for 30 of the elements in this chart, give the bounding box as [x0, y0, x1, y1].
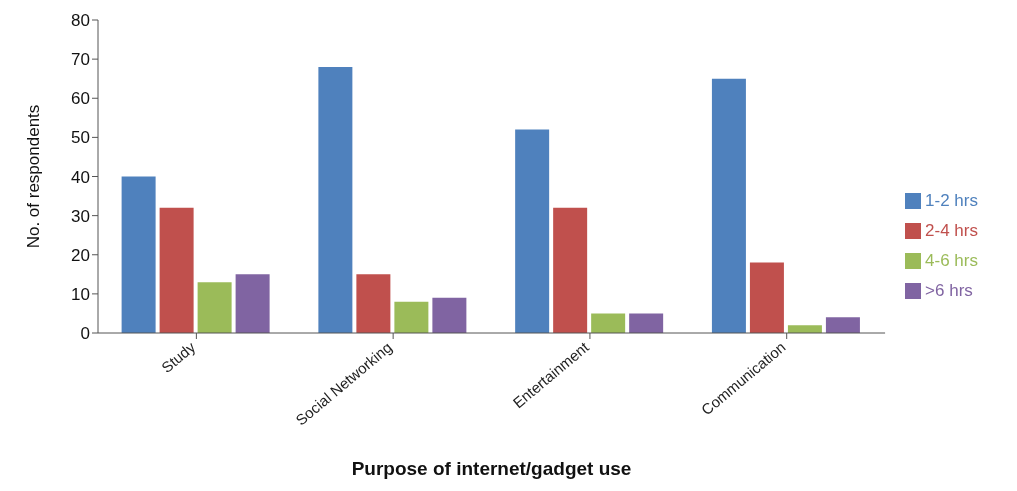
y-tick-label: 50	[71, 128, 90, 148]
bar	[394, 301, 429, 333]
bar	[749, 262, 784, 333]
bar	[711, 78, 746, 333]
legend-label: 4-6 hrs	[925, 250, 978, 270]
bar	[318, 66, 353, 333]
y-axis-title: No. of respondents	[24, 104, 44, 249]
legend-label: 2-4 hrs	[925, 220, 978, 240]
y-tick-label: 20	[71, 245, 90, 265]
x-axis-title: Purpose of internet/gadget use	[351, 458, 632, 479]
bar	[553, 207, 588, 333]
y-tick-label: 30	[71, 206, 90, 226]
y-tick-label: 10	[71, 284, 90, 304]
y-tick-label: 80	[71, 11, 90, 31]
bar	[235, 274, 270, 333]
y-tick-label: 0	[80, 324, 90, 344]
legend-label: >6 hrs	[925, 280, 973, 300]
bar	[159, 207, 194, 333]
bar	[629, 313, 664, 333]
bar	[197, 282, 232, 333]
y-tick-label: 70	[71, 50, 90, 70]
y-tick-label: 60	[71, 89, 90, 109]
bar	[515, 129, 550, 333]
bar	[591, 313, 626, 333]
bar	[121, 176, 156, 333]
bar	[825, 317, 860, 333]
bar	[356, 274, 391, 333]
legend-label: 1-2 hrs	[925, 190, 978, 210]
bar	[432, 297, 467, 333]
y-tick-label: 40	[71, 167, 90, 187]
